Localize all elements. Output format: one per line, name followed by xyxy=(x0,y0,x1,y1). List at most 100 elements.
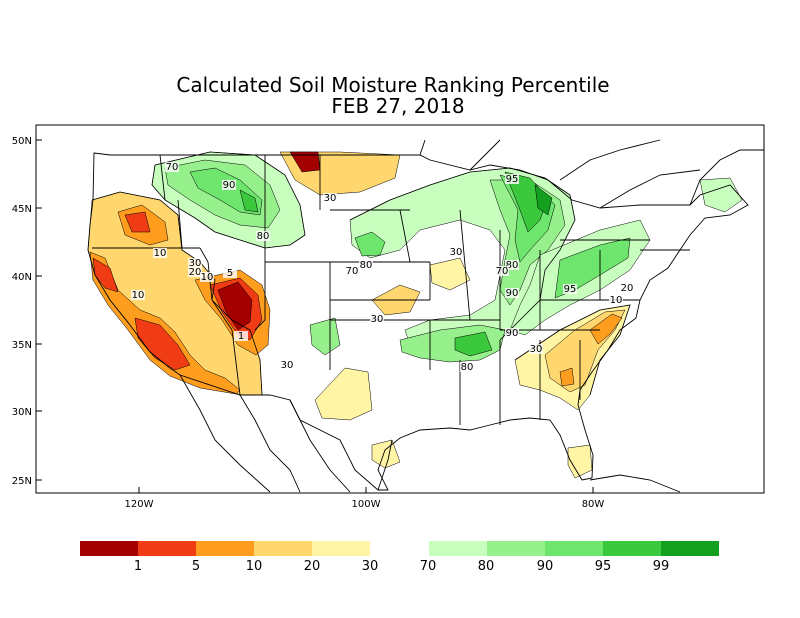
wet-region-oklahoma xyxy=(309,317,341,356)
contour-label: 95 xyxy=(564,284,577,295)
contour-west xyxy=(91,191,263,396)
contour-label-bg xyxy=(188,267,202,277)
contour-label: 80 xyxy=(461,362,474,373)
contour-label-bg xyxy=(188,258,202,268)
contour-label-bg xyxy=(505,260,519,270)
map-title-line1: Calculated Soil Moisture Ranking Percent… xyxy=(176,73,609,97)
dry-region-west-10 xyxy=(89,251,241,395)
contour-label-bg xyxy=(505,328,519,338)
latitude-ticks: 50N 45N 40N 35N 30N 25N xyxy=(12,136,42,487)
contour-label-bg xyxy=(131,290,145,300)
us-outline xyxy=(87,152,749,491)
map-frame xyxy=(35,124,765,494)
contour-label-bg xyxy=(280,360,294,370)
legend-label: 99 xyxy=(653,559,670,574)
contour-label: 90 xyxy=(506,288,519,299)
contour-label: 90 xyxy=(506,328,519,339)
contour-label-bg xyxy=(323,193,337,203)
contour-label-bg xyxy=(370,314,384,324)
contour-label: 5 xyxy=(227,268,233,279)
lon-tick-label: 120W xyxy=(125,499,154,510)
state-borders xyxy=(92,154,690,425)
longitude-ticks: 120W 100W 80W xyxy=(125,487,605,510)
lat-tick-label: 25N xyxy=(12,476,32,487)
legend-swatch-wet xyxy=(487,541,545,556)
contour-label: 30 xyxy=(189,258,202,269)
dry-region-gulf xyxy=(371,439,401,469)
legend-swatch-dry xyxy=(80,541,138,556)
wet-region-northwest-95 xyxy=(239,189,259,213)
legend-swatch-wet xyxy=(545,541,603,556)
wet-region-great-lakes-99 xyxy=(534,184,553,216)
contour-label-bg xyxy=(200,272,214,282)
wet-region-ohio-valley-90 xyxy=(554,237,631,299)
contour-label: 90 xyxy=(223,180,236,191)
wet-region-iowa xyxy=(354,231,386,257)
legend-swatch-wet xyxy=(603,541,661,556)
legend-swatch-wet xyxy=(429,541,487,556)
legend-label: 5 xyxy=(192,559,200,574)
contour-label: 80 xyxy=(257,231,270,242)
legend-swatch-dry xyxy=(312,541,370,556)
lon-tick-label: 80W xyxy=(582,499,605,510)
contour-label: 10 xyxy=(132,290,145,301)
contour-label-bg xyxy=(563,284,577,294)
legend-label: 95 xyxy=(595,559,612,574)
contour-label: 95 xyxy=(506,174,519,185)
contour-label: 70 xyxy=(496,266,509,277)
contour-label: 70 xyxy=(166,162,179,173)
legend-label: 90 xyxy=(537,559,554,574)
dry-region-texas xyxy=(314,367,373,421)
contour-label-bg xyxy=(222,180,236,190)
contour-label: 10 xyxy=(154,248,167,259)
dry-region-southeast-10 xyxy=(559,313,623,387)
dry-region-southwest-1 xyxy=(217,281,253,331)
contour-label-bg xyxy=(345,266,359,276)
contour-label: 20 xyxy=(189,267,202,278)
contour-label-bg xyxy=(165,162,179,172)
contour-label: 30 xyxy=(371,314,384,325)
legend-swatch-wet xyxy=(661,541,719,556)
lat-tick-label: 35N xyxy=(12,340,32,351)
contour-label: 30 xyxy=(530,344,543,355)
lat-tick-label: 45N xyxy=(12,204,32,215)
legend-label: 1 xyxy=(134,559,142,574)
contour-label: 30 xyxy=(281,360,294,371)
canada-borders xyxy=(419,139,764,209)
contour-label: 1 xyxy=(238,331,244,342)
dry-region-illinois xyxy=(429,257,471,291)
contour-label-bg xyxy=(495,266,509,276)
lon-tick-label: 100W xyxy=(352,499,381,510)
contour-label-bg xyxy=(609,295,623,305)
contour-label: 30 xyxy=(324,193,337,204)
legend-label: 20 xyxy=(304,559,321,574)
contour-label-bg xyxy=(460,362,474,372)
legend-label: 80 xyxy=(478,559,495,574)
map-outlines xyxy=(87,139,764,493)
contour-label-bg xyxy=(529,344,543,354)
lat-tick-label: 50N xyxy=(12,136,32,147)
wet-region-lower-mississippi-90 xyxy=(454,331,493,357)
contour-label-bg xyxy=(359,260,373,270)
contour-label-bg xyxy=(620,283,634,293)
lat-tick-label: 30N xyxy=(12,407,32,418)
contour-label-bg xyxy=(234,331,248,341)
contour-label-bg xyxy=(505,174,519,184)
contour-label: 70 xyxy=(346,266,359,277)
contour-label-bg xyxy=(256,231,270,241)
mexico-outline xyxy=(179,374,393,493)
legend-swatch-dry xyxy=(138,541,196,556)
cuba-outline xyxy=(589,474,681,493)
contour-label: 20 xyxy=(621,283,634,294)
dry-region-oregon-5 xyxy=(124,211,151,233)
legend-label: 10 xyxy=(246,559,263,574)
contour-label-bg xyxy=(505,288,519,298)
dry-region-florida xyxy=(567,444,593,479)
contour-label: 80 xyxy=(360,260,373,271)
contour-label-bg xyxy=(223,268,237,278)
lat-tick-label: 40N xyxy=(12,272,32,283)
contour-northwest xyxy=(151,151,306,249)
contour-label: 80 xyxy=(506,260,519,271)
